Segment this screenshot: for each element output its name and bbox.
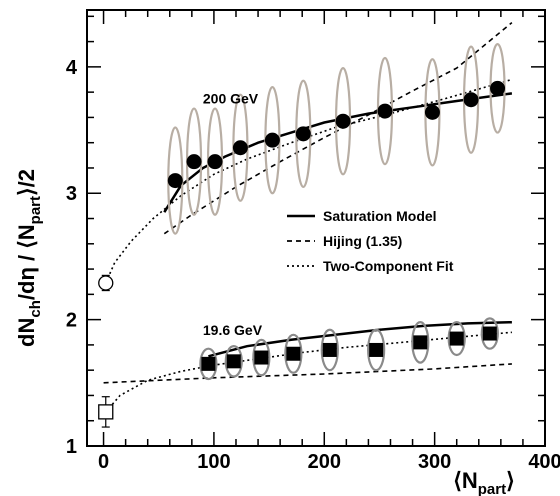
x-tick-label: 300 (418, 451, 451, 473)
x-tick-label: 0 (98, 451, 109, 473)
legend: Saturation Model Hijing (1.35) Two-Compone… (287, 208, 454, 274)
legend-label: Two-Component Fit (323, 258, 454, 274)
point-200gev (232, 140, 248, 156)
point-200gev (335, 113, 351, 129)
point-19gev (201, 356, 216, 371)
point-pp-19gev (98, 404, 114, 420)
point-200gev (264, 132, 280, 148)
y-axis-title: dNch/dη / ⟨Npart⟩/2 (14, 169, 44, 347)
syst-ellipse (367, 328, 386, 372)
syst-ellipse (199, 347, 218, 381)
point-200gev (490, 80, 506, 96)
point-200gev (167, 173, 183, 189)
point-19gev (482, 326, 497, 341)
point-200gev (186, 154, 202, 170)
y-tick-label: 3 (66, 183, 77, 205)
point-19gev (413, 335, 428, 350)
point-200gev (463, 92, 479, 108)
axis-ticks (87, 10, 546, 447)
point-19gev (226, 354, 241, 369)
solid-curve-0 (163, 92, 513, 213)
x-tick-label: 200 (308, 451, 341, 473)
syst-ellipse (480, 317, 499, 350)
syst-ellipse (252, 338, 271, 377)
legend-label: Saturation Model (323, 208, 437, 224)
point-200gev (377, 103, 393, 119)
energy-label: 200 GeV (203, 91, 259, 107)
point-19gev (254, 350, 269, 365)
point-19gev (286, 346, 301, 361)
tick-labels: 0 100 200 300 400 1 2 3 4 (66, 57, 560, 473)
x-axis-title: ⟨Npart⟩ (453, 468, 514, 496)
energy-labels: 200 GeV 19.6 GeV (203, 91, 263, 338)
x-tick-label: 400 (528, 451, 560, 473)
point-200gev (207, 154, 223, 170)
x-tick-label: 100 (197, 451, 230, 473)
point-19gev (369, 342, 384, 357)
y-tick-label: 4 (66, 57, 78, 79)
point-19gev (322, 342, 337, 357)
syst-ellipse (320, 328, 339, 372)
syst-ellipse (284, 333, 303, 374)
y-tick-label: 2 (66, 310, 77, 332)
point-pp-200gev (98, 275, 114, 291)
point-19gev (449, 331, 464, 346)
syst-ellipse (224, 345, 243, 378)
syst-ellipse (447, 321, 466, 357)
dashed-curve-1 (163, 21, 513, 235)
point-200gev (295, 126, 311, 142)
syst-ellipse (411, 321, 430, 364)
legend-label: Hijing (1.35) (323, 233, 402, 249)
dashed-curve-4 (103, 363, 512, 384)
point-200gev (424, 104, 440, 120)
energy-label: 19.6 GeV (203, 322, 263, 338)
plot-frame (86, 9, 546, 447)
y-tick-label: 1 (66, 436, 77, 458)
data-markers (98, 80, 506, 428)
